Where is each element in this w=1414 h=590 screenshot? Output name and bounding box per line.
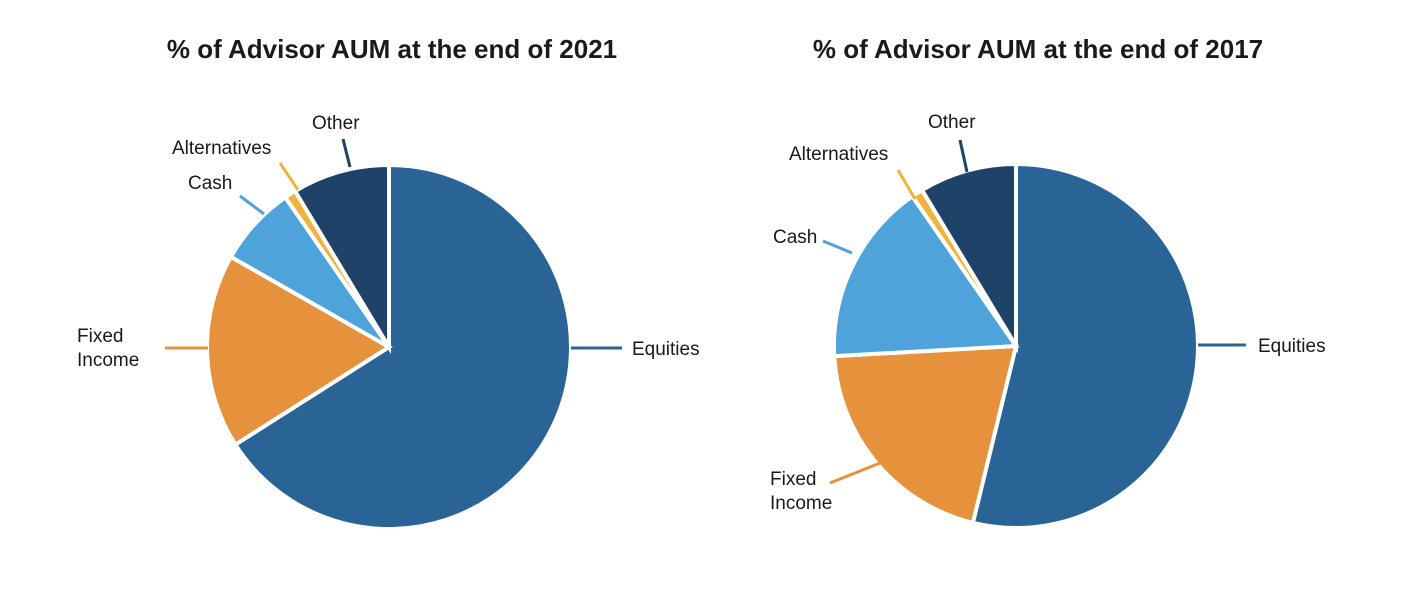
slice-label-other: Other: [928, 112, 976, 133]
chart-title-2021: % of Advisor AUM at the end of 2021: [167, 34, 617, 64]
leader-line-fixed-income: [829, 461, 881, 485]
slice-label-fixed-income: Fixed Income: [77, 326, 139, 371]
leader-line-cash: [822, 239, 853, 255]
slice-label-fixed-income: Fixed Income: [770, 469, 832, 514]
leader-line-alternatives: [896, 169, 917, 200]
slice-label-equities: Equities: [1258, 336, 1326, 357]
chart-title-2017: % of Advisor AUM at the end of 2017: [813, 34, 1263, 64]
slice-label-cash: Cash: [188, 173, 232, 194]
pie-slice-fixed-income: [205, 254, 393, 448]
leader-line-other: [341, 138, 352, 168]
leader-line-cash: [239, 194, 265, 216]
slice-label-other: Other: [312, 113, 360, 134]
slice-label-alternatives: Alternatives: [172, 138, 271, 159]
pie-chart-2021: Equities Fixed Income Cash Alternatives Other: [77, 113, 700, 531]
pie-slice-equities: [970, 161, 1200, 530]
pie-slice-fixed-income: [832, 343, 1019, 526]
leader-line-alternatives: [278, 162, 300, 191]
pie-slice-cash: [831, 193, 1020, 359]
slice-label-equities: Equities: [632, 339, 700, 360]
slice-label-cash: Cash: [773, 227, 817, 248]
pie-slice-equities: [232, 162, 573, 531]
slice-label-alternatives: Alternatives: [789, 144, 888, 165]
leader-line-other: [958, 139, 969, 173]
pie-chart-2017: Equities Fixed Income Cash Alternatives Other: [770, 112, 1326, 530]
